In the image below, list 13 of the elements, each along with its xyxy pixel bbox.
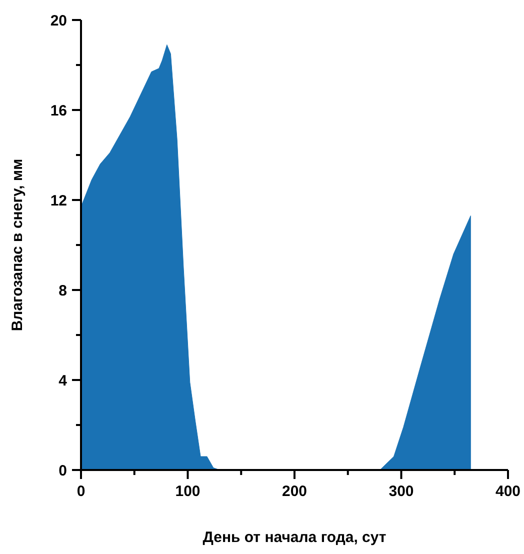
x-tick-label: 200 — [282, 483, 308, 500]
x-tick-label: 300 — [388, 483, 414, 500]
y-tick-label: 4 — [58, 372, 68, 390]
y-tick-label: 0 — [58, 462, 67, 480]
x-tick-label: 400 — [495, 483, 521, 500]
y-tick-label: 8 — [58, 282, 67, 300]
y-axis-title: Влагозапас в снегу, мм — [9, 158, 26, 332]
y-tick-label: 20 — [50, 12, 67, 30]
y-tick-label: 12 — [50, 192, 67, 210]
x-axis-title: День от начала года, сут — [202, 529, 386, 546]
x-tick-label: 0 — [76, 483, 86, 500]
y-tick-label: 16 — [50, 102, 67, 120]
x-tick-label: 100 — [175, 483, 200, 500]
